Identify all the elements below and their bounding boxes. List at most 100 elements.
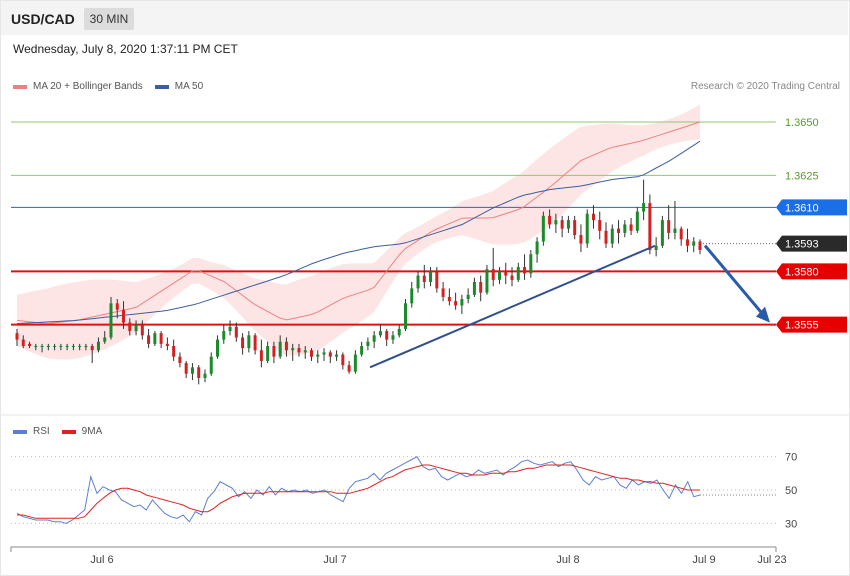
candle-body <box>78 346 82 347</box>
candle <box>178 352 182 368</box>
legend-ma20: MA 20 + Bollinger Bands <box>13 81 143 92</box>
candle <box>629 218 633 236</box>
candle-body <box>454 301 458 306</box>
candle <box>504 262 508 285</box>
candle <box>679 226 683 246</box>
x-tick-jul-9: Jul 9 <box>692 554 715 566</box>
candle <box>573 215 577 240</box>
candle <box>560 215 564 238</box>
candle-body <box>585 213 589 244</box>
candle <box>28 341 32 349</box>
candle-body <box>84 346 88 347</box>
candle <box>397 324 401 338</box>
legend-rsi-swatch <box>13 429 27 434</box>
candle <box>216 335 220 359</box>
candle <box>90 343 94 364</box>
candle-body <box>59 346 63 347</box>
rsi-tick-70: 70 <box>785 452 797 464</box>
candle <box>115 299 119 319</box>
candle-body <box>673 228 677 233</box>
ma20-line <box>16 121 701 324</box>
chart-header: USD/CAD 30 MIN <box>1 1 848 35</box>
legend-ma50: MA 50 <box>154 81 204 92</box>
timestamp: Wednesday, July 8, 2020 1:37:11 PM CET <box>13 42 238 56</box>
timeframe-button[interactable]: 30 MIN <box>84 8 134 30</box>
candle <box>328 350 332 364</box>
candle-body <box>604 230 608 244</box>
price-legend: MA 20 + Bollinger Bands MA 50 <box>13 81 215 92</box>
candle-body <box>128 322 132 332</box>
candle <box>303 346 307 359</box>
candle-body <box>335 354 339 357</box>
candle <box>685 228 689 253</box>
candle-body <box>679 228 683 240</box>
candle <box>366 337 370 351</box>
candle <box>259 339 263 368</box>
candle-body <box>203 373 207 378</box>
level-tag-1-3580 <box>776 263 847 280</box>
candle-body <box>266 346 270 361</box>
legend-rsi: RSI <box>13 426 50 437</box>
candle-body <box>172 346 176 357</box>
candle <box>234 322 238 342</box>
rsi-tick-50: 50 <box>785 485 797 497</box>
candle-body <box>504 271 508 276</box>
candle <box>222 324 226 344</box>
candle <box>698 239 702 255</box>
candle-body <box>378 331 382 336</box>
candle-body <box>610 228 614 244</box>
candle-body <box>197 367 201 378</box>
candle-body <box>548 215 552 225</box>
candle <box>604 222 608 248</box>
candle <box>378 324 382 338</box>
candle-body <box>278 341 282 357</box>
candle-body <box>642 203 646 212</box>
candle <box>585 209 589 248</box>
legend-ma20-swatch <box>13 84 27 89</box>
candle <box>322 348 326 361</box>
candle <box>284 337 288 357</box>
candle-body <box>134 324 138 332</box>
legend-rsi-label: RSI <box>33 426 50 437</box>
candle <box>648 194 652 255</box>
candle-body <box>472 282 476 295</box>
candle <box>128 318 132 336</box>
candle-body <box>660 220 664 246</box>
candle <box>410 282 414 308</box>
candle <box>140 320 144 340</box>
candle <box>523 254 527 280</box>
candle <box>385 328 389 346</box>
candle <box>184 360 188 378</box>
candle-body <box>692 241 696 246</box>
candle <box>228 320 232 336</box>
candle-body <box>259 350 263 361</box>
candle-body <box>429 271 433 282</box>
candle <box>667 205 671 240</box>
candle-body <box>416 275 420 289</box>
candle <box>278 335 282 359</box>
candle <box>516 262 520 282</box>
candle-body <box>485 269 489 293</box>
candle <box>598 211 602 240</box>
candle-body <box>573 220 577 236</box>
candle <box>479 275 483 302</box>
level-label-1-3580: 1.3580 <box>785 266 819 278</box>
candle-body <box>109 303 113 338</box>
x-tick-jul-8: Jul 8 <box>556 554 579 566</box>
candle <box>109 296 113 340</box>
legend-ma50-label: MA 50 <box>174 81 204 92</box>
candle-body <box>153 333 157 344</box>
candle <box>660 215 664 248</box>
candle <box>692 237 696 253</box>
candle-body <box>353 354 357 372</box>
candle <box>441 282 445 302</box>
candle <box>654 237 658 257</box>
candle-body <box>53 346 57 347</box>
candle <box>165 337 169 351</box>
candle <box>485 264 489 295</box>
candle-body <box>40 346 44 347</box>
candle-body <box>529 254 533 274</box>
candle-body <box>385 331 389 340</box>
candle-body <box>253 335 257 351</box>
